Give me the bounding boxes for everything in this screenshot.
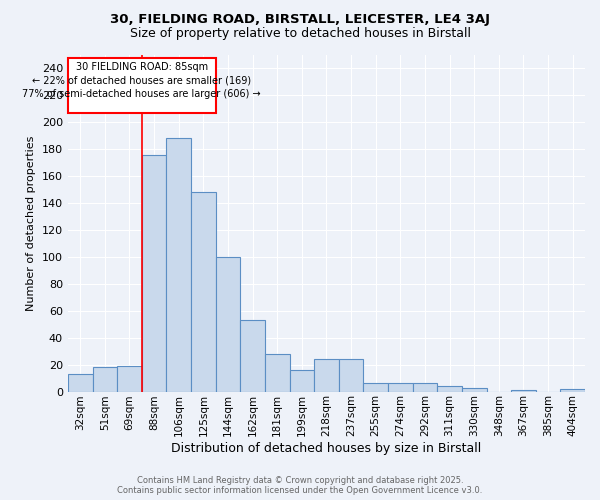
Bar bbox=[462, 388, 487, 392]
Bar bbox=[560, 389, 585, 392]
Bar bbox=[166, 138, 191, 392]
X-axis label: Distribution of detached houses by size in Birstall: Distribution of detached houses by size … bbox=[172, 442, 482, 455]
Bar bbox=[511, 390, 536, 392]
Text: ← 22% of detached houses are smaller (169): ← 22% of detached houses are smaller (16… bbox=[32, 75, 251, 85]
Text: Size of property relative to detached houses in Birstall: Size of property relative to detached ho… bbox=[130, 28, 470, 40]
FancyBboxPatch shape bbox=[68, 58, 215, 113]
Bar bbox=[314, 359, 339, 392]
Bar bbox=[265, 354, 290, 392]
Bar bbox=[364, 384, 388, 392]
Bar bbox=[215, 257, 240, 392]
Text: 30, FIELDING ROAD, BIRSTALL, LEICESTER, LE4 3AJ: 30, FIELDING ROAD, BIRSTALL, LEICESTER, … bbox=[110, 12, 490, 26]
Bar bbox=[142, 154, 166, 392]
Bar bbox=[117, 366, 142, 392]
Bar bbox=[437, 386, 462, 392]
Bar bbox=[339, 359, 364, 392]
Text: Contains HM Land Registry data © Crown copyright and database right 2025.
Contai: Contains HM Land Registry data © Crown c… bbox=[118, 476, 482, 495]
Text: 77% of semi-detached houses are larger (606) →: 77% of semi-detached houses are larger (… bbox=[22, 88, 261, 99]
Bar bbox=[240, 320, 265, 392]
Text: 30 FIELDING ROAD: 85sqm: 30 FIELDING ROAD: 85sqm bbox=[76, 62, 208, 72]
Y-axis label: Number of detached properties: Number of detached properties bbox=[26, 136, 36, 311]
Bar bbox=[92, 368, 117, 392]
Bar bbox=[413, 384, 437, 392]
Bar bbox=[191, 192, 215, 392]
Bar bbox=[388, 384, 413, 392]
Bar bbox=[68, 374, 92, 392]
Bar bbox=[290, 370, 314, 392]
